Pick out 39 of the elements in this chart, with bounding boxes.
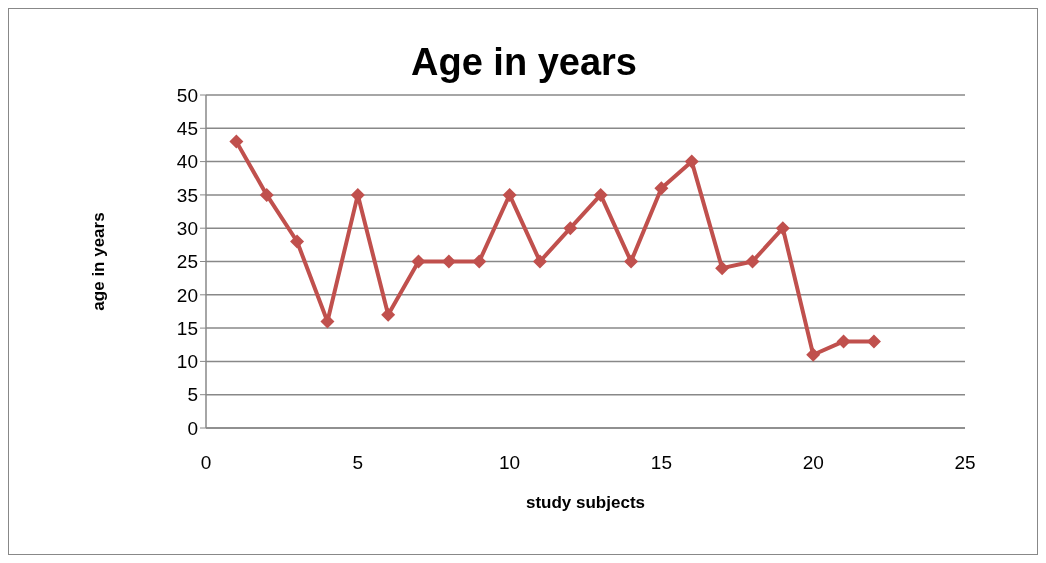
point (411, 254, 426, 269)
point (624, 254, 639, 269)
point (563, 221, 578, 236)
point (836, 334, 851, 349)
point (715, 261, 730, 276)
x-tick-label: 20 (802, 452, 824, 474)
x-axis-title: study subjects (525, 493, 646, 513)
point (472, 254, 487, 269)
y-tick-label: 10 (176, 351, 198, 373)
point (866, 334, 881, 349)
point (441, 254, 456, 269)
x-tick-label: 25 (954, 452, 976, 474)
y-tick-label: 0 (187, 417, 198, 439)
y-tick-label: 5 (187, 384, 198, 406)
y-axis-title: age in years (89, 212, 109, 311)
point (532, 254, 547, 269)
x-tick-label: 10 (499, 452, 521, 474)
y-tick-label: 25 (176, 251, 198, 273)
y-tick-label: 20 (176, 284, 198, 306)
chart-title: Age in years (410, 41, 638, 84)
x-tick-label: 15 (650, 452, 672, 474)
y-tick-label: 50 (176, 84, 198, 106)
point (259, 187, 274, 202)
point (381, 307, 396, 322)
point (593, 187, 608, 202)
y-tick-label: 30 (176, 217, 198, 239)
y-tick-label: 35 (176, 184, 198, 206)
point (775, 221, 790, 236)
point (229, 134, 244, 149)
y-tick-label: 40 (176, 151, 198, 173)
y-tick-label: 15 (176, 317, 198, 339)
point (654, 181, 669, 196)
point (502, 187, 517, 202)
y-tick-label: 45 (176, 118, 198, 140)
point (745, 254, 760, 269)
point (806, 347, 821, 362)
point (290, 234, 305, 249)
point (684, 154, 699, 169)
x-tick-label: 5 (352, 452, 364, 474)
